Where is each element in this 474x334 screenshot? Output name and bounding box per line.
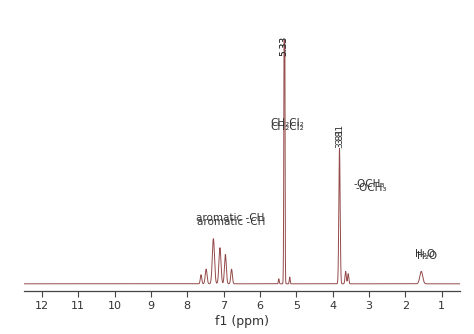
Text: H₂O: H₂O — [415, 249, 436, 259]
Text: CH₂Cl₂: CH₂Cl₂ — [270, 122, 304, 132]
Text: -OCH₃: -OCH₃ — [355, 183, 387, 193]
Text: 3.81: 3.81 — [335, 124, 344, 144]
Text: -OCH₃: -OCH₃ — [354, 179, 385, 189]
Text: aromatic -CH: aromatic -CH — [197, 217, 266, 227]
Text: H₂O: H₂O — [417, 251, 437, 261]
Text: 5.33: 5.33 — [280, 36, 289, 56]
X-axis label: f1 (ppm): f1 (ppm) — [215, 315, 269, 328]
Text: 5.33: 5.33 — [280, 36, 289, 56]
Text: aromatic -CH: aromatic -CH — [196, 213, 264, 223]
Text: 3.81: 3.81 — [335, 128, 344, 148]
Text: CH₂Cl₂: CH₂Cl₂ — [270, 118, 304, 128]
